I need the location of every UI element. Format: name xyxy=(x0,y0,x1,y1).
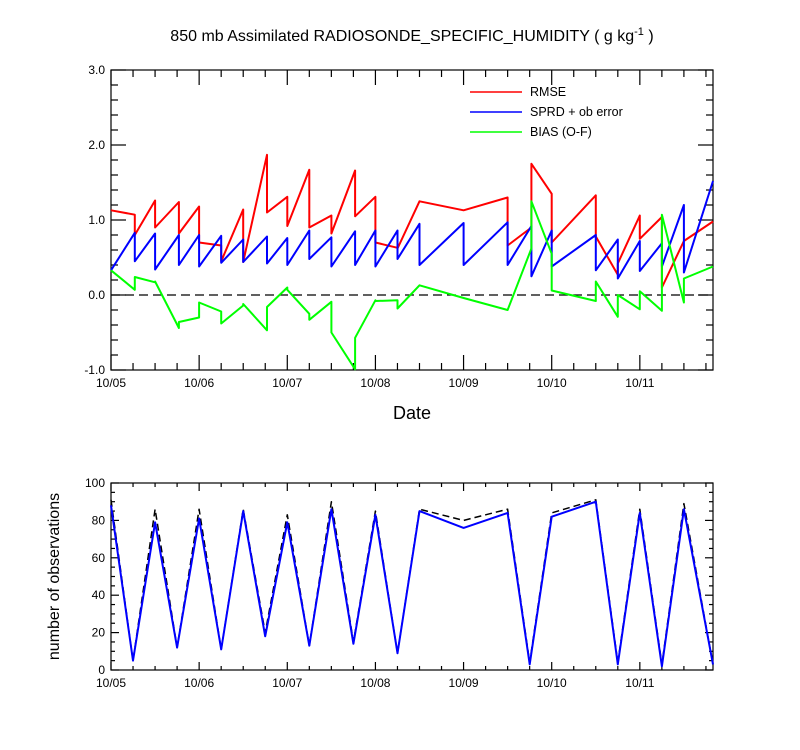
x-tick-label: 10/08 xyxy=(360,376,390,390)
y-tick-label: -1.0 xyxy=(84,363,105,377)
legend-label: BIAS (O-F) xyxy=(530,125,592,139)
x-tick-label: 10/10 xyxy=(537,376,567,390)
y-tick-label: 0 xyxy=(98,663,105,677)
y-tick-label: 1.0 xyxy=(88,213,105,227)
series-line-solid xyxy=(110,500,714,668)
x-tick-label: 10/09 xyxy=(449,376,479,390)
x-tick-label: 10/11 xyxy=(625,676,654,690)
x-tick-label: 10/10 xyxy=(537,676,567,690)
chart-title: 850 mb Assimilated RADIOSONDE_SPECIFIC_H… xyxy=(170,26,653,45)
series-line-dashed xyxy=(110,499,714,666)
y-tick-label: 0.0 xyxy=(88,288,105,302)
bottom-panel: 10/05 10/06 10/07 10/08 10/09 10/10 10/11 0 20 40… xyxy=(46,476,714,690)
y-tick-label: 100 xyxy=(85,476,105,490)
x-tick-label: 10/11 xyxy=(625,376,654,390)
series-line-rmse xyxy=(110,153,714,289)
top-panel: 10/05 10/06 10/07 10/08 10/09 10/10 10/11 -1.0 0… xyxy=(84,63,714,423)
y-axis-label: number of observations xyxy=(46,493,63,660)
x-tick-label: 10/08 xyxy=(360,676,390,690)
y-tick-label: 80 xyxy=(92,513,106,527)
legend-label: SPRD + ob error xyxy=(530,105,623,119)
plot-frame xyxy=(110,482,714,671)
series-line-sprd-ob-error xyxy=(110,180,714,280)
legend-label: RMSE xyxy=(530,85,566,99)
y-tick-label: 2.0 xyxy=(88,138,105,152)
y-tick-label: 20 xyxy=(92,626,106,640)
x-axis-label: Date xyxy=(393,403,431,423)
y-tick-label: 40 xyxy=(92,588,106,602)
x-tick-label: 10/05 xyxy=(96,676,126,690)
x-tick-label: 10/07 xyxy=(272,376,302,390)
x-tick-label: 10/06 xyxy=(184,376,214,390)
x-tick-label: 10/09 xyxy=(449,676,479,690)
x-tick-label: 10/05 xyxy=(96,376,126,390)
series-line-bias-o-f xyxy=(110,200,714,371)
y-tick-label: 3.0 xyxy=(88,63,105,77)
x-tick-label: 10/06 xyxy=(184,676,214,690)
y-tick-label: 60 xyxy=(92,551,106,565)
x-tick-label: 10/07 xyxy=(272,676,302,690)
